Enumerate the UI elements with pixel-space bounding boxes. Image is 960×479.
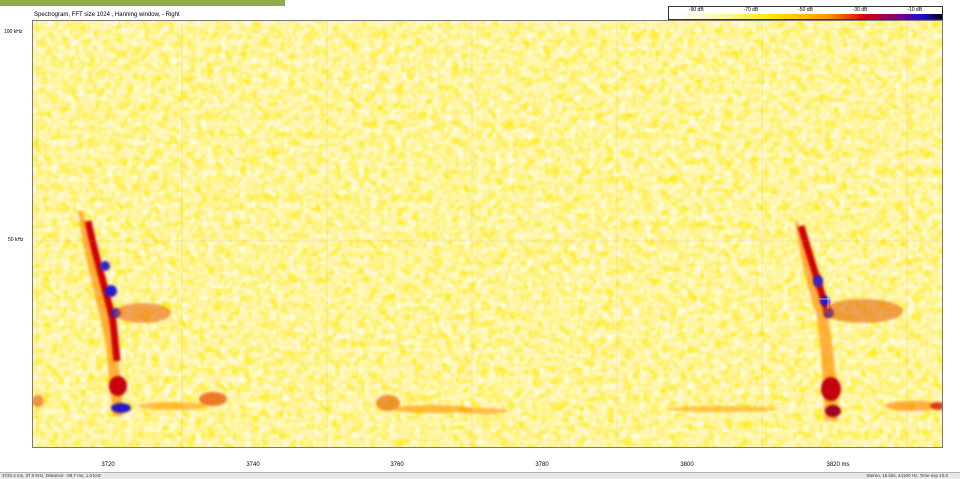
grid-lines (33, 21, 942, 447)
spectrogram-title: Spectrogram, FFT size 1024 , Hanning win… (34, 12, 180, 18)
cursor-readout: 3720.4 ms, 37.0 kHz, Distance: -98.7 ms,… (2, 473, 102, 478)
x-tick: 3760 (390, 462, 404, 468)
legend-color-bar (669, 14, 942, 19)
low-frequency-band (33, 392, 942, 414)
legend-label: -10 dB (907, 7, 923, 13)
bat-call-1 (78, 211, 171, 416)
bat-call-2 (795, 221, 903, 421)
top-accent-bar (0, 0, 285, 6)
spectrogram-plot[interactable] (32, 20, 943, 448)
status-bar: 3720.4 ms, 37.0 kHz, Distance: -98.7 ms,… (0, 472, 960, 479)
x-tick: 3800 (680, 462, 694, 468)
legend-label: -30 dB (852, 7, 868, 13)
y-axis-label-50khz: 50 kHz (8, 237, 24, 243)
spectrogram-canvas[interactable] (33, 21, 942, 447)
legend-label: -70 dB (743, 7, 759, 13)
file-format-info: Stereo, 16 bits, 44100 Hz, Time exp 10.0 (866, 473, 948, 478)
legend-labels: -90 dB -70 dB -50 dB -30 dB -10 dB (669, 7, 942, 14)
y-axis-label-100khz: 100 kHz (4, 29, 23, 35)
x-tick: 3740 (246, 462, 260, 468)
x-tick: 3780 (535, 462, 549, 468)
x-tick: 3720 (101, 462, 115, 468)
db-color-legend: -90 dB -70 dB -50 dB -30 dB -10 dB (668, 6, 943, 20)
legend-label: -50 dB (798, 7, 813, 13)
legend-label: -90 dB (688, 7, 704, 13)
noise-highlights (33, 21, 942, 447)
x-tick: 3820 ms (826, 462, 850, 468)
